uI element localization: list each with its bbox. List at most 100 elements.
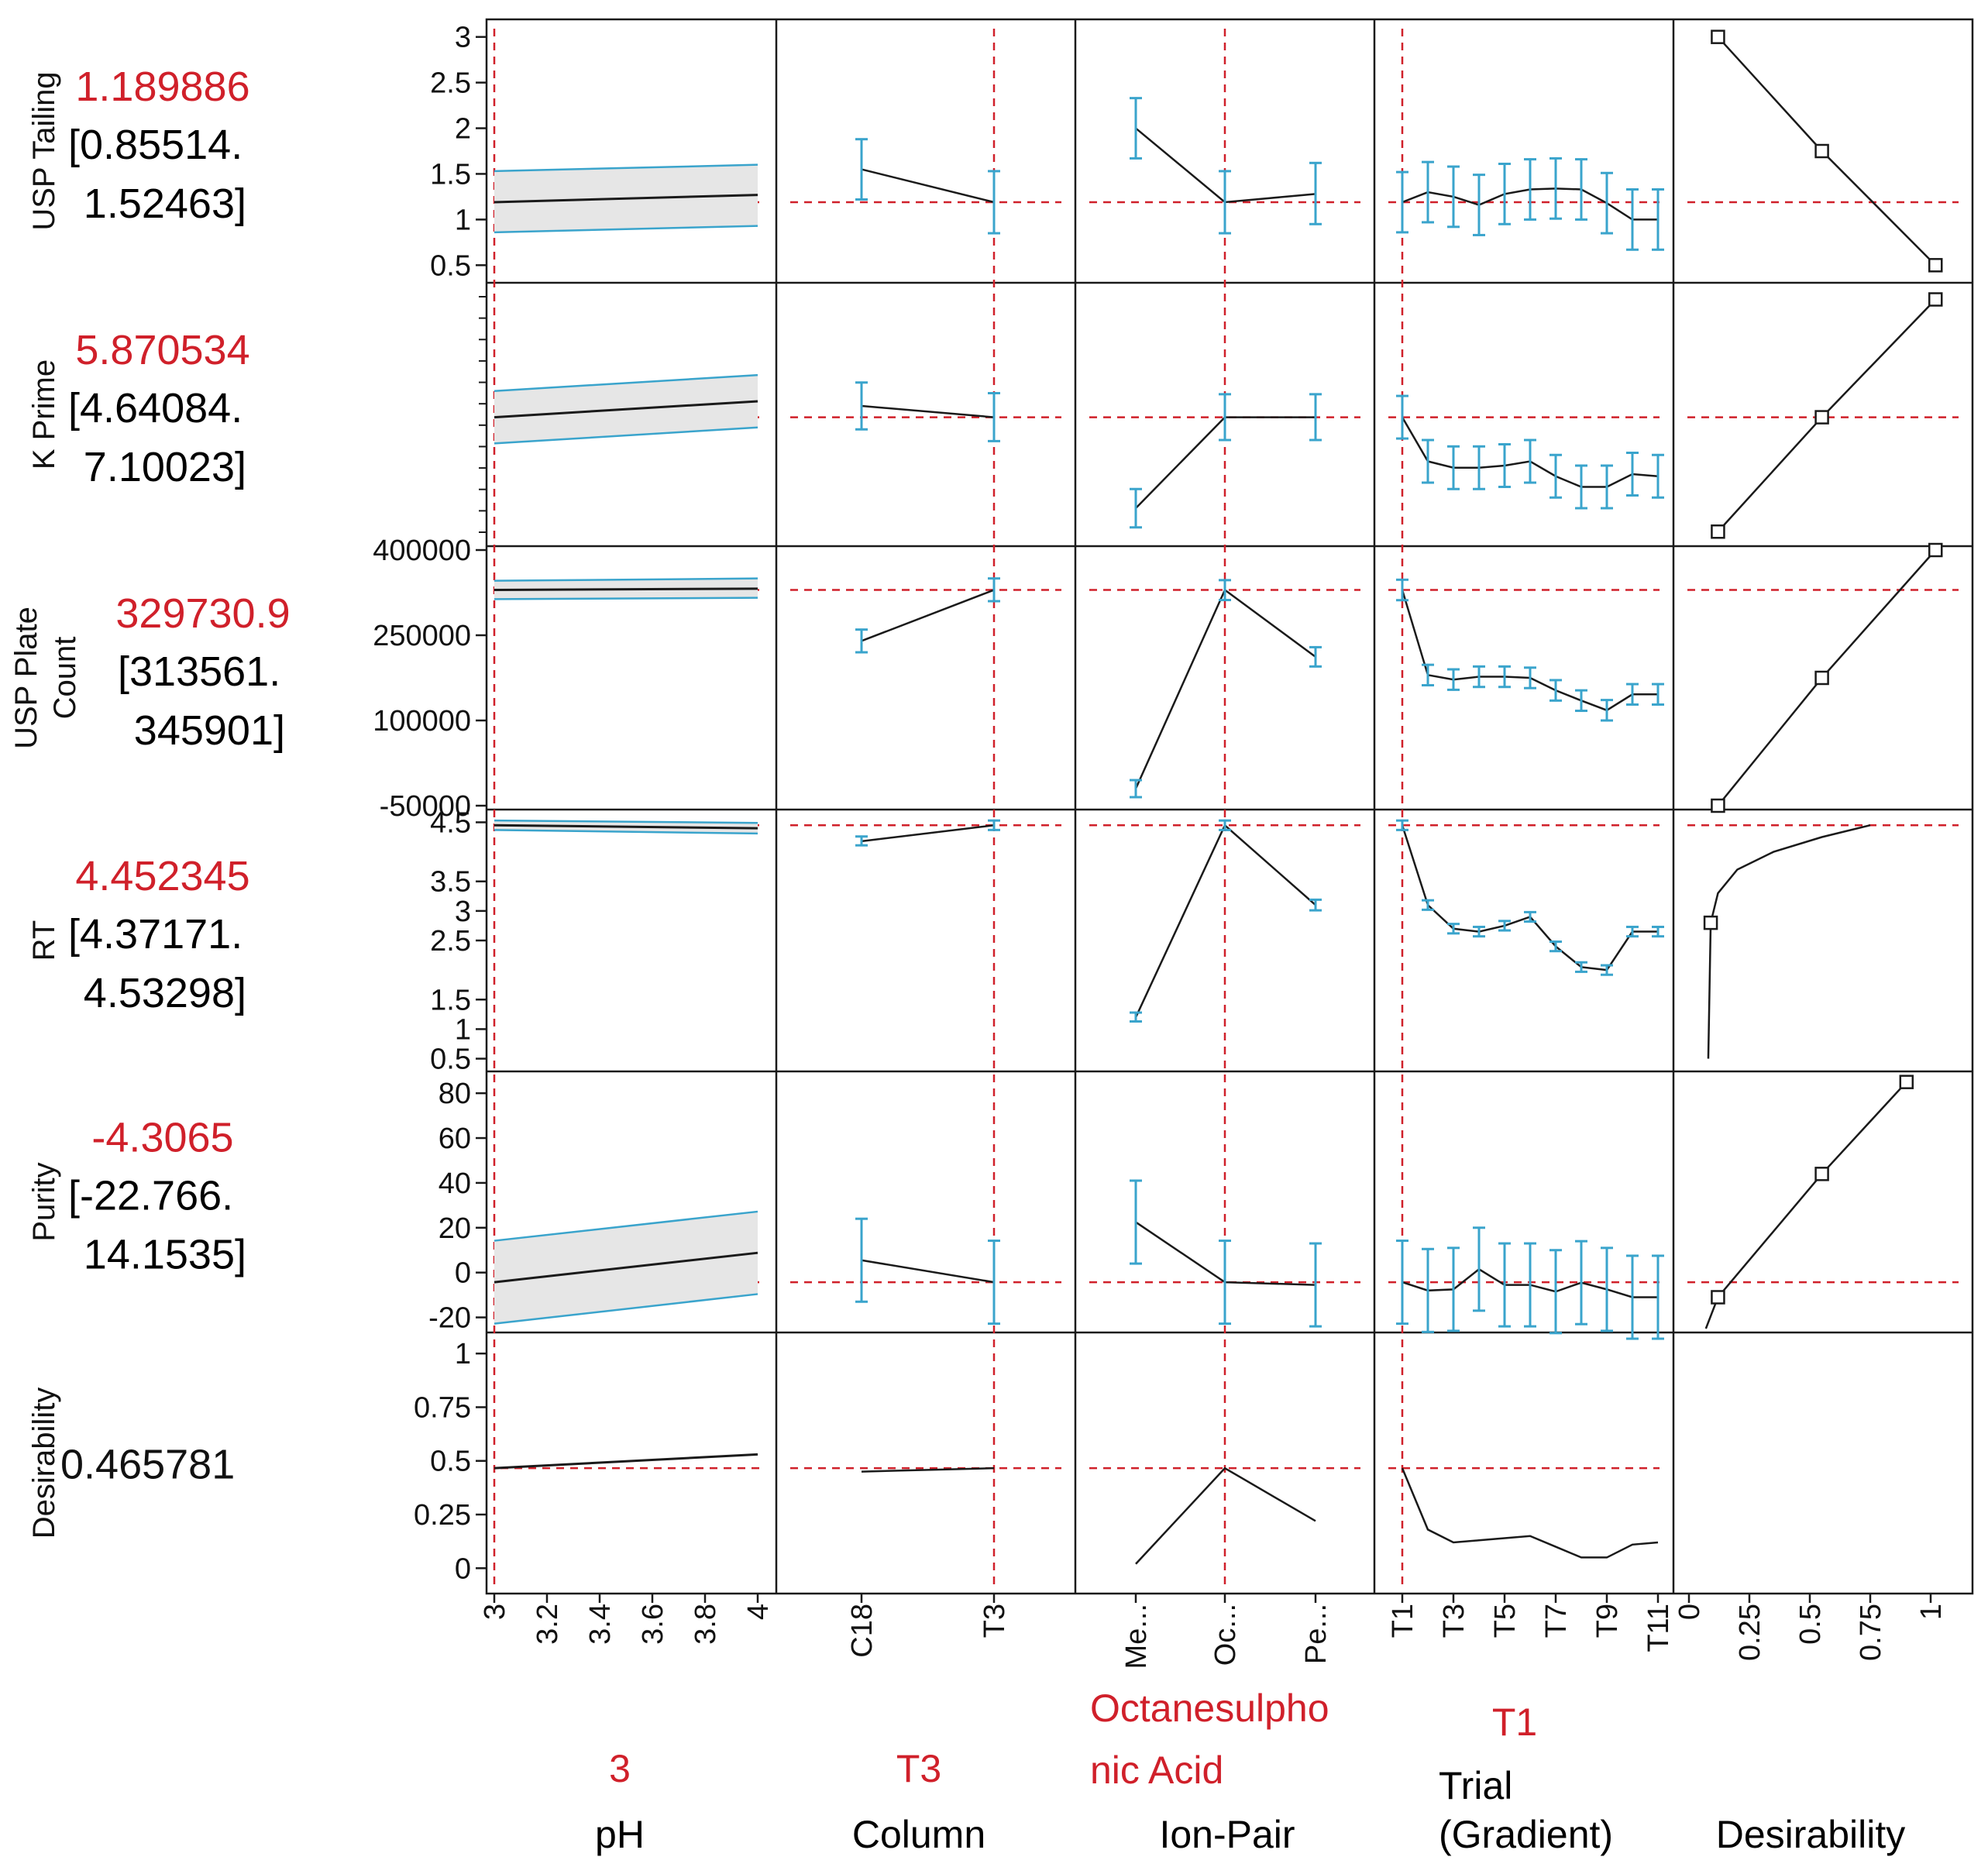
trial-error-bar [1447,445,1460,490]
trial-error-bar [1447,923,1460,935]
trial-profile-line [1401,590,1658,712]
response-current-value: -4.3065 [91,1115,233,1161]
ph-upper-bound [494,1210,758,1242]
y-tick-label: 400000 [373,535,471,567]
response-confidence-interval: [0.85514. [68,122,242,168]
x-tick-label: C18 [846,1604,879,1658]
x-tick-label: Me... [1120,1604,1153,1669]
ionpair-error-bar [1130,487,1142,529]
y-tick-label: 3.5 [430,866,471,899]
y-tick-label: 1 [455,1338,471,1370]
ph-lower-bound [494,1293,758,1325]
ph-current-setting: 3 [609,1747,631,1790]
response-confidence-interval: [313561. [118,648,280,695]
trial-profile-line [1401,1467,1659,1559]
x-tick-label: 3.6 [637,1604,669,1645]
column-error-bar [855,628,868,654]
trial-error-bar [1524,1242,1536,1328]
column-current-setting: T3 [896,1747,941,1790]
x-tick-label: Pe... [1300,1604,1333,1664]
response-name-label: Purity [27,1162,61,1241]
desirability-marker [1711,798,1725,813]
trial-error-bar [1575,961,1587,973]
y-tick-label: 0.5 [430,1044,471,1076]
column-error-bar [988,392,1000,442]
ph-lower-bound [494,426,758,445]
column-profile-line [861,168,995,204]
response-name-label: Desirability [27,1387,61,1539]
response-confidence-interval: 4.53298] [84,970,246,1016]
desirability-marker [1928,258,1943,273]
response-name-label: Count [48,637,82,720]
column-error-bar [855,1217,868,1303]
x-tick-label: T9 [1591,1604,1624,1638]
trial-error-bar [1422,663,1434,687]
trial-error-bar [1549,1249,1562,1335]
desirability-axis-name: Desirability [1716,1813,1906,1856]
desirability-function-line [1704,1081,1907,1329]
ionpair-error-bar [1130,97,1142,160]
response-current-value: 5.870534 [75,327,249,373]
ionpair-error-bar [1219,170,1231,235]
x-tick-label: 0 [1673,1604,1706,1620]
response-current-value: 329730.9 [115,590,290,637]
trial-error-bar [1498,163,1511,225]
trial-error-bar [1575,158,1587,221]
trial-error-bar [1626,925,1639,938]
desirability-marker [1814,410,1829,425]
response-confidence-interval: 7.10023] [84,444,246,490]
response-confidence-interval: 1.52463] [84,181,246,227]
trial-error-bar [1652,1254,1664,1340]
trial-error-bar [1396,578,1408,602]
x-tick-label: Oc... [1209,1604,1242,1666]
trial-error-bar [1524,158,1536,221]
response-confidence-interval: 345901] [134,707,285,754]
ionpair-error-bar [1219,1240,1231,1326]
y-tick-label: 0 [455,1257,471,1290]
ionpair-error-bar [1309,898,1322,912]
trial-error-bar [1473,925,1485,938]
trial-current-setting: T1 [1492,1700,1537,1744]
y-tick-label: -50000 [380,790,471,823]
response-name-label: K Prime [27,359,61,469]
x-tick-label: 0.25 [1734,1604,1766,1661]
profiler-frame [485,18,1974,1595]
ionpair-current-setting: Octanesulpho [1090,1687,1329,1730]
y-tick-label: 40 [439,1167,471,1200]
trial-error-bar [1575,464,1587,510]
trial-error-bar [1473,665,1485,689]
desirability-marker [1814,670,1829,686]
ph-profile-line [494,1251,758,1284]
y-tick-label: 80 [439,1078,471,1110]
trial-error-bar [1473,445,1485,490]
desirability-marker [1711,524,1725,539]
ph-profile-line [494,1453,758,1470]
trial-error-bar [1422,160,1434,224]
response-confidence-interval: [4.37171. [68,911,242,958]
trial-error-bar [1396,170,1408,234]
trial-error-bar [1601,964,1613,976]
ionpair-error-bar [1219,579,1231,602]
column-profile-line [861,404,995,418]
trial-error-bar [1601,171,1613,235]
column-profile-line [861,1467,995,1473]
ph-profile-line [494,400,758,419]
trial-error-bar [1575,689,1587,713]
y-tick-label: 2 [455,113,471,146]
desirability-marker [1899,1075,1914,1089]
trial-error-bar [1473,1226,1485,1312]
trial-error-bar [1549,940,1562,953]
desirability-marker [1711,1290,1725,1305]
y-tick-label: 1 [455,204,471,236]
ionpair-error-bar [1130,1011,1142,1023]
trial-error-bar [1498,920,1511,932]
response-confidence-interval: 14.1535] [84,1232,246,1278]
y-tick-label: 0.5 [430,249,471,282]
trial-error-bar [1626,452,1639,497]
y-tick-label: 1 [455,1013,471,1046]
ionpair-profile-line [1135,1467,1316,1565]
desirability-marker [1928,292,1943,307]
ph-profile-line [494,824,758,830]
y-tick-label: 3 [455,896,471,928]
trial-error-bar [1626,683,1639,706]
